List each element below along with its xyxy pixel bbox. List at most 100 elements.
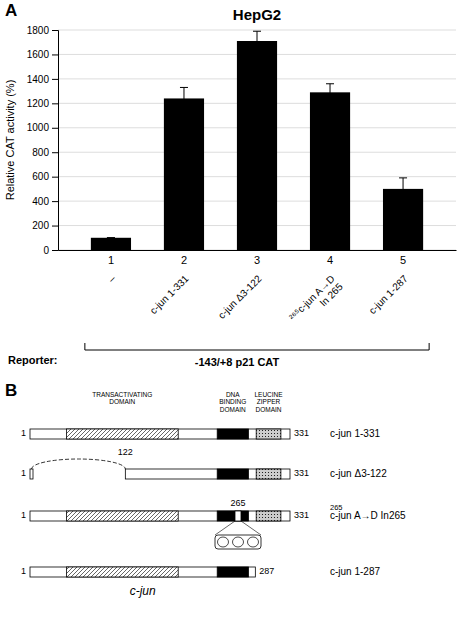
x-tick-label: 4: [327, 254, 333, 266]
domain-label-line: BINDING: [219, 398, 246, 405]
transactivating-domain: [66, 429, 178, 439]
domain-label-line: LEUCINE: [254, 391, 283, 398]
x-tick: 5: [400, 250, 406, 266]
bar: [91, 238, 131, 250]
y-tick: 1800: [27, 25, 58, 36]
y-tick-mark: [52, 30, 58, 31]
residue-label: 1: [21, 566, 26, 576]
construct-bar: [30, 511, 290, 521]
residue-label: 331: [294, 510, 309, 520]
y-tick-mark: [52, 54, 58, 55]
domain-label-line: DNA: [226, 391, 240, 398]
category-sublabel-line: –: [106, 273, 118, 285]
category-sublabels: – c-jun 1-331 c-jun Δ3-122 ²⁶⁵c-jun A→DIn 2…: [106, 273, 410, 331]
y-tick-mark: [52, 128, 58, 129]
domain-label: DNABINDINGDOMAIN: [219, 391, 246, 412]
insertion-connector: [215, 521, 261, 535]
dna-binding-domain: [217, 429, 248, 439]
construct-bar: [125, 469, 290, 479]
diagram-caption: c-jun: [130, 584, 156, 598]
reporter-bracket: [85, 343, 429, 350]
x-tick: 3: [254, 250, 260, 266]
y-axis-line: [52, 31, 59, 251]
y-tick-mark: [52, 177, 58, 178]
y-tick-label: 1200: [27, 98, 50, 109]
y-tick-label: 1000: [27, 122, 50, 133]
x-axis: 1 2 3 4 5: [59, 250, 457, 266]
domain-label-line: DOMAIN: [109, 398, 135, 405]
y-tick-mark: [52, 103, 58, 104]
insertion-residue: [218, 537, 229, 547]
dna-binding-domain: [217, 469, 248, 479]
y-tick-label: 1600: [27, 49, 50, 60]
insertion-residue: [233, 537, 244, 547]
domain-label: LEUCINEZIPPERDOMAIN: [254, 391, 283, 412]
chart-svg: 02004006008001000120014001600180012345He…: [0, 0, 474, 620]
x-tick-label: 3: [254, 254, 260, 266]
residue-label: 331: [294, 468, 309, 478]
bar: [237, 41, 277, 250]
deletion-arc: [32, 459, 126, 469]
residue-label: 1: [21, 428, 26, 438]
x-tick: 2: [181, 250, 187, 266]
plot-marks: [91, 31, 423, 250]
y-tick: 1400: [27, 74, 58, 85]
category-sublabel: c-jun 1-287: [367, 273, 410, 316]
residue-label: 122: [118, 447, 133, 457]
error-bar: [180, 87, 188, 109]
x-tick-label: 5: [400, 254, 406, 266]
y-tick-label: 600: [32, 171, 49, 182]
construct-bar: [30, 429, 290, 439]
domain-label-line: DOMAIN: [220, 406, 246, 413]
error-bar: [107, 237, 115, 238]
transactivating-domain: [66, 567, 178, 577]
x-tick: 1: [108, 250, 114, 266]
category-sublabel: ²⁶⁵c-jun A→DIn 265: [287, 273, 345, 331]
domain-label: TRANSACTIVATINGDOMAIN: [92, 391, 152, 405]
domain-label-line: DOMAIN: [256, 406, 282, 413]
category-sublabel: c-jun Δ3-122: [216, 273, 264, 321]
residue-label: 1: [21, 468, 26, 478]
residue-label: 331: [294, 428, 309, 438]
dna-binding-domain: [217, 567, 248, 577]
residue-label: 1: [21, 510, 26, 520]
error-bar: [399, 178, 407, 200]
y-tick: 800: [32, 147, 58, 158]
construct-name: c-jun 1-287: [330, 566, 380, 577]
y-tick-mark: [52, 250, 58, 251]
x-axis-line: [59, 250, 457, 251]
error-bar: [326, 84, 334, 101]
transactivating-domain: [66, 511, 178, 521]
diagram: BTRANSACTIVATINGDOMAINDNABINDINGDOMAINLE…: [5, 381, 406, 598]
y-tick-mark: [52, 152, 58, 153]
y-tick: 1600: [27, 49, 58, 60]
residue-label: 265: [230, 498, 245, 508]
domain-label-line: TRANSACTIVATING: [92, 391, 152, 398]
x-tick-label: 2: [181, 254, 187, 266]
construct-name: c-jun Δ3-122: [330, 468, 387, 479]
dna-binding-domain: [217, 511, 248, 521]
y-tick-label: 200: [32, 220, 49, 231]
y-axis-title: Relative CAT activity (%): [4, 80, 16, 201]
y-tick: 0: [43, 245, 58, 256]
y-tick-mark: [52, 226, 58, 227]
reporter-label: Reporter:: [8, 354, 58, 366]
reporter-name: -143/+8 p21 CAT: [195, 356, 280, 368]
category-sublabel: –: [106, 273, 118, 285]
grid-line: [58, 30, 456, 31]
x-tick: 4: [327, 250, 333, 266]
construct-bar: [30, 567, 255, 577]
construct-stub: [30, 469, 33, 479]
y-tick: 1000: [27, 122, 58, 133]
category-sublabel-line: c-jun Δ3-122: [216, 273, 264, 321]
insertion-residue: [248, 537, 259, 547]
y-tick: 200: [32, 220, 58, 231]
domain-label-line: ZIPPER: [257, 398, 281, 405]
y-tick: 600: [32, 171, 58, 182]
bar: [164, 98, 204, 250]
grid: [58, 30, 456, 250]
residue-label: 287: [259, 566, 274, 576]
y-tick-label: 800: [32, 147, 49, 158]
y-tick-label: 400: [32, 196, 49, 207]
category-sublabel: c-jun 1-331: [148, 273, 191, 316]
